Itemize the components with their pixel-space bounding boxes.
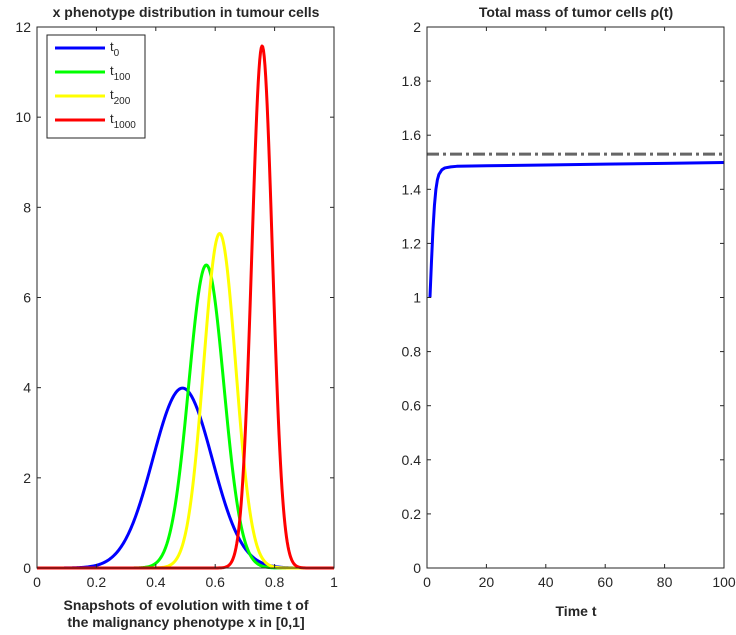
left-y-tick-label: 6	[23, 290, 31, 306]
right-x-tick-label: 60	[597, 574, 613, 590]
right-y-tick-label: 0.4	[402, 452, 422, 468]
left-x-tick-label: 1	[330, 574, 338, 590]
legend-label-main: t	[110, 111, 114, 126]
legend-label-t0: t0	[110, 39, 120, 59]
legend-label-t200: t200	[110, 87, 131, 107]
right-x-tick-label: 100	[712, 574, 736, 590]
legend-label-subscript: 200	[114, 96, 131, 107]
right-y-tick-label: 1.4	[402, 181, 422, 197]
right-axis-ticks: 0 20 40 60 80 100 0 0.2 0.4 0.6 0.8 1 1.2 1.4 1.6 1.8 2	[402, 19, 736, 590]
right-y-tick-label: 2	[413, 19, 421, 35]
left-x-axis-label-line2: the malignancy phenotype x in [0,1]	[67, 614, 304, 630]
left-x-tick-label: 0.2	[87, 574, 107, 590]
right-chart-title: Total mass of tumor cells ρ(t)	[479, 4, 673, 20]
left-y-tick-label: 10	[15, 109, 31, 125]
right-y-tick-label: 1	[413, 290, 421, 306]
left-x-tick-label: 0	[33, 574, 41, 590]
right-y-tick-label: 1.6	[402, 127, 422, 143]
left-x-tick-label: 0.6	[205, 574, 225, 590]
right-x-tick-label: 0	[423, 574, 431, 590]
legend-label-main: t	[110, 87, 114, 102]
right-y-tick-label: 0.6	[402, 398, 422, 414]
legend-label-subscript: 100	[114, 72, 131, 83]
left-y-tick-label: 4	[23, 380, 31, 396]
right-x-tick-label: 40	[538, 574, 554, 590]
right-title-main: Total mass of tumor cells ρ(t)	[479, 4, 673, 20]
left-chart: x phenotype distribution in tumour cells…	[15, 4, 338, 630]
legend-label-t100: t100	[110, 63, 131, 83]
right-plot-frame	[426, 26, 725, 569]
right-y-tick-label: 0	[413, 560, 421, 576]
left-y-tick-label: 2	[23, 470, 31, 486]
right-chart: Total mass of tumor cells ρ(t) 0 20 40 60 80…	[402, 4, 736, 619]
left-y-tick-label: 0	[23, 560, 31, 576]
right-y-tick-label: 0.8	[402, 344, 422, 360]
legend-label-main: t	[110, 63, 114, 78]
right-series-lines	[427, 152, 725, 298]
left-y-tick-label: 12	[15, 19, 31, 35]
legend-label-main: t	[110, 39, 114, 54]
legend-label-subscript: 1000	[114, 120, 137, 131]
legend-label-t1000: t1000	[110, 111, 136, 131]
series-line-t200	[36, 231, 335, 570]
right-y-tick-label: 1.2	[402, 235, 422, 251]
legend-label-subscript: 0	[114, 48, 120, 59]
left-x-axis-label-line1: Snapshots of evolution with time t of	[64, 597, 309, 613]
series-line-t100	[36, 263, 335, 570]
right-x-tick-label: 20	[479, 574, 495, 590]
left-x-tick-label: 0.8	[265, 574, 285, 590]
right-y-tick-label: 1.8	[402, 73, 422, 89]
left-y-tick-label: 8	[23, 199, 31, 215]
right-y-tick-label: 0.2	[402, 506, 422, 522]
mass-series-line	[428, 161, 725, 298]
right-x-tick-label: 80	[657, 574, 673, 590]
left-x-tick-label: 0.4	[146, 574, 166, 590]
left-chart-title: x phenotype distribution in tumour cells	[53, 4, 320, 20]
right-x-axis-label: Time t	[556, 603, 597, 619]
